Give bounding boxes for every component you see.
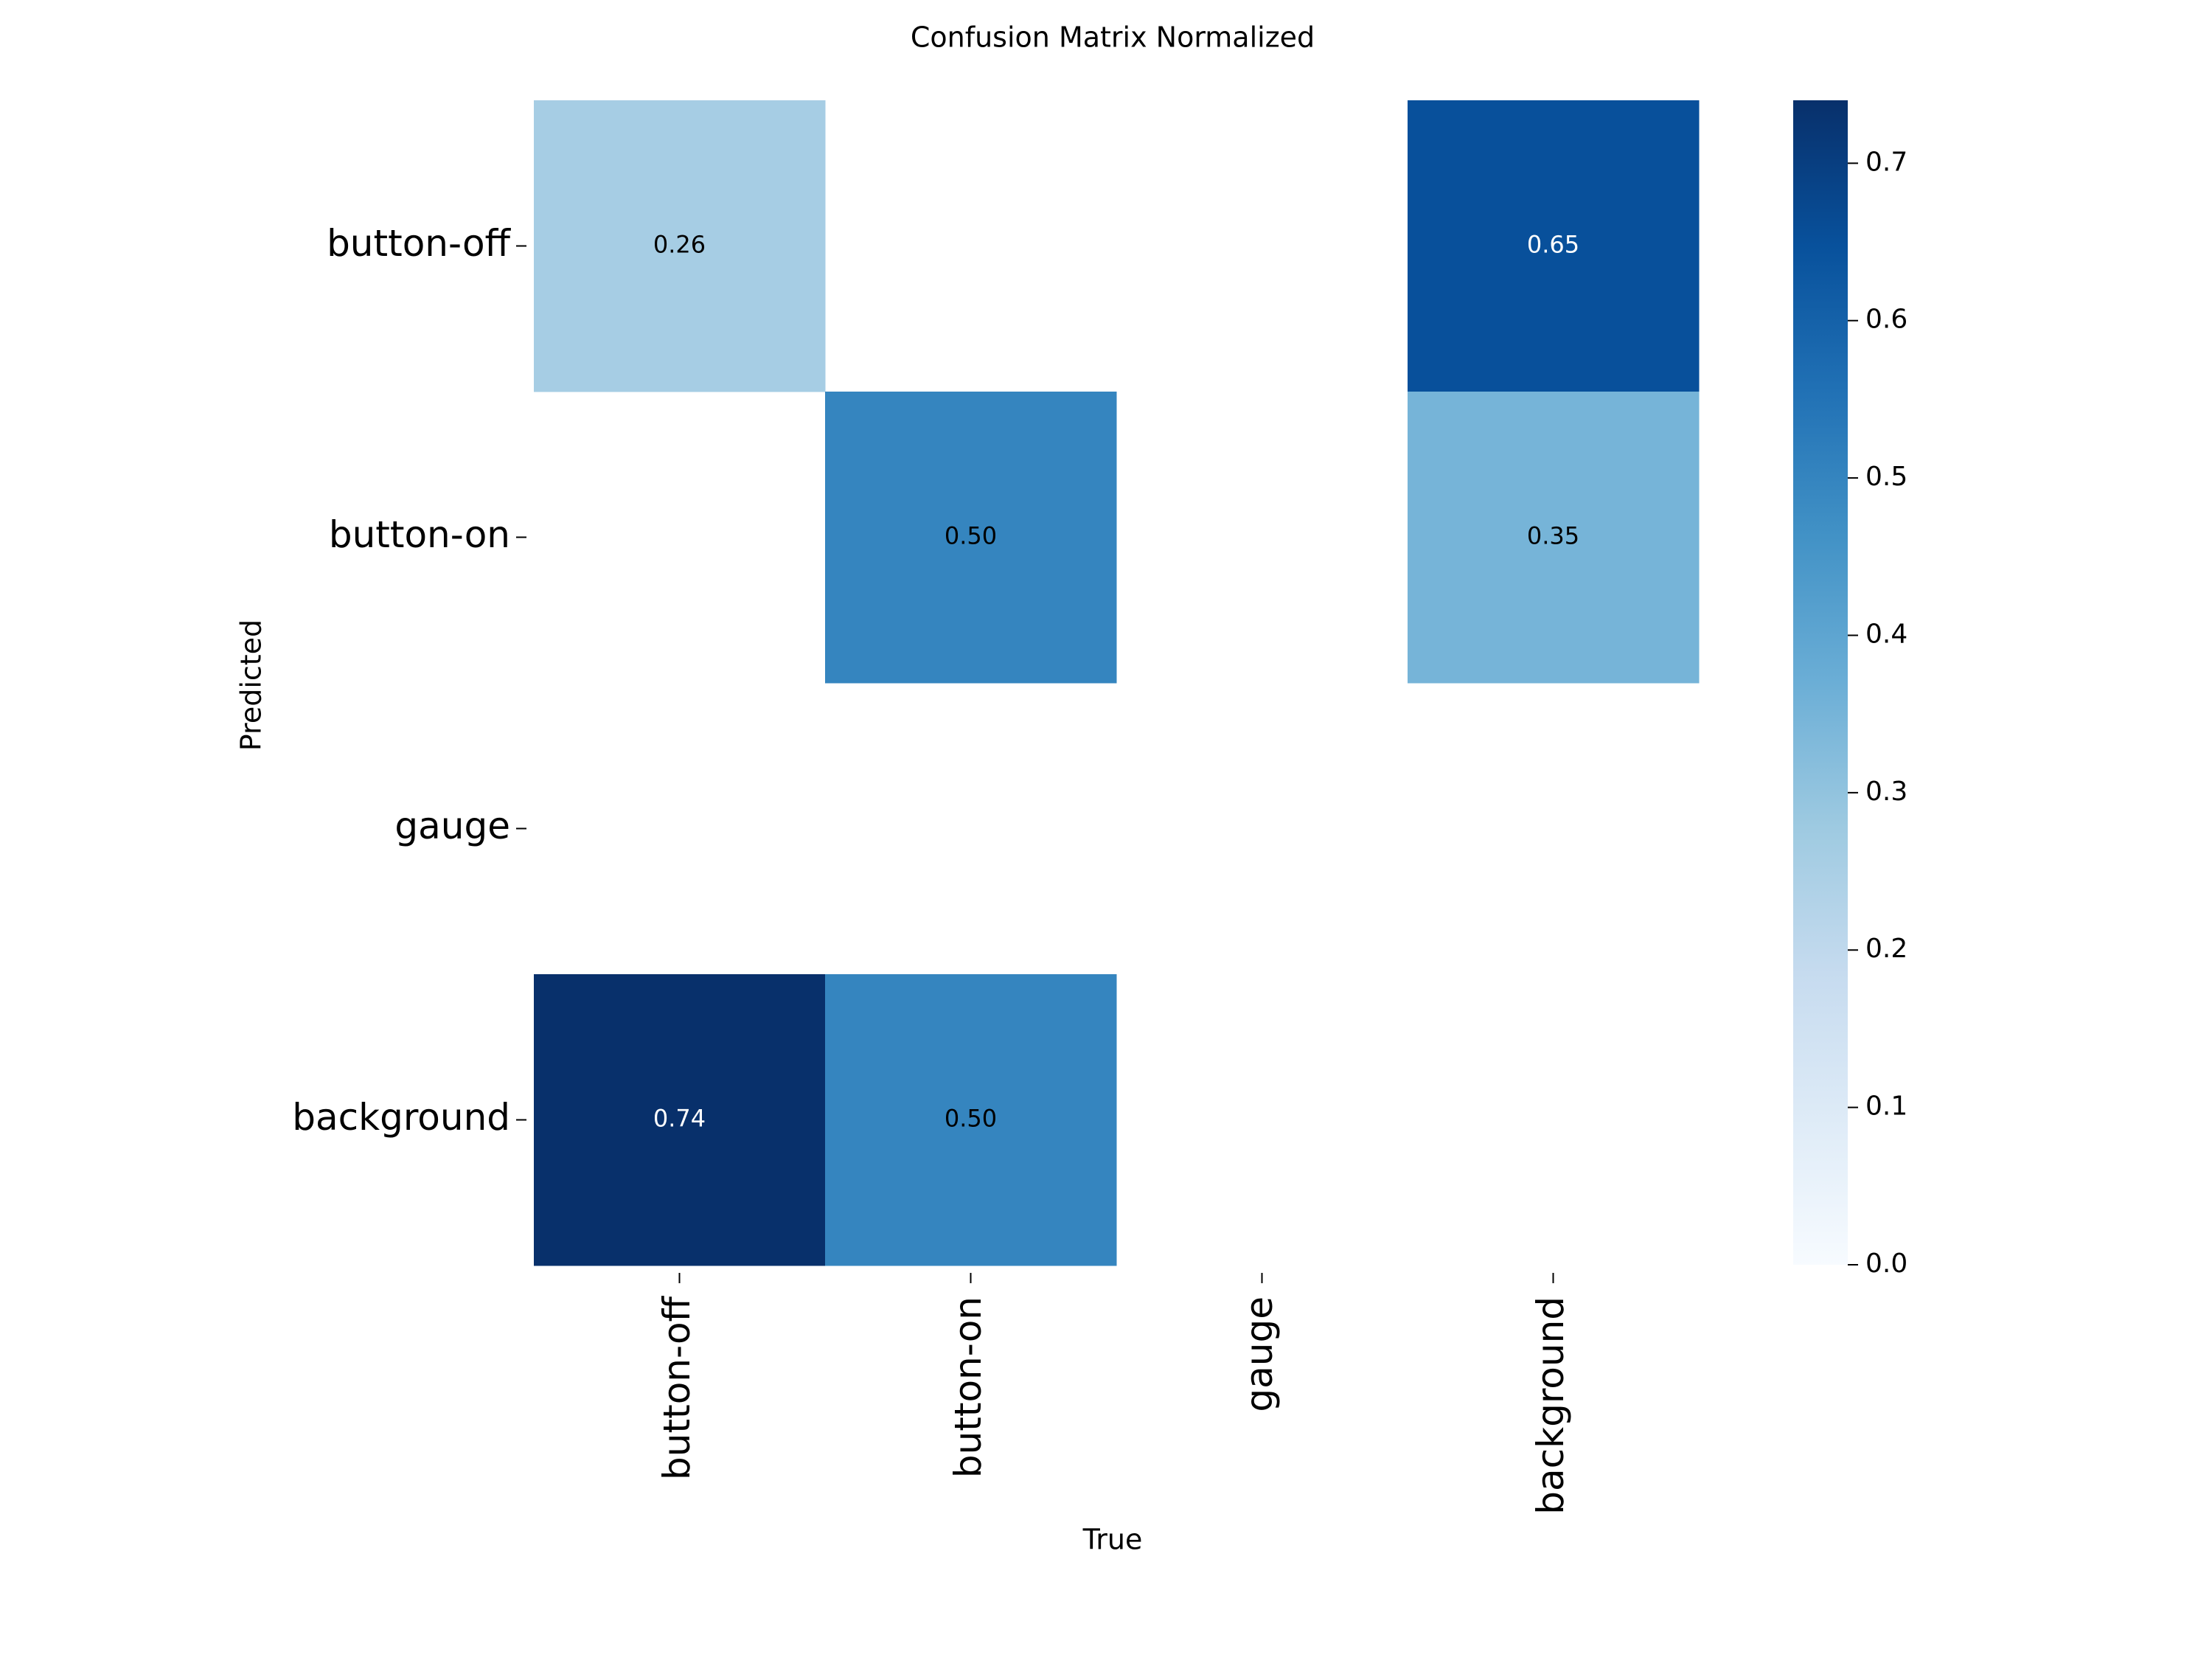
heatmap-cell-background-button-on <box>825 974 1117 1266</box>
colorbar-tick-label: 0.6 <box>1865 305 1907 335</box>
colorbar-tick-label: 0.1 <box>1865 1091 1907 1122</box>
colorbar: 0.0 0.1 0.2 0.3 0.4 0.5 0.6 0.7 <box>1793 100 1907 1279</box>
colorbar-tick-label: 0.7 <box>1865 147 1907 177</box>
heatmap-cells: 0.26 0.65 0.50 0.35 0.74 0.50 <box>534 100 1700 1266</box>
cell-value-label: 0.35 <box>1527 522 1579 550</box>
x-tick-label-button-on: button-on <box>947 1296 990 1478</box>
x-axis-label: True <box>1082 1524 1143 1556</box>
colorbar-tick-label: 0.2 <box>1865 934 1907 964</box>
colorbar-tick-label: 0.4 <box>1865 619 1907 649</box>
x-tick-label-background: background <box>1529 1296 1572 1515</box>
x-axis-ticks: button-off button-on gauge background <box>655 1273 1572 1515</box>
colorbar-tick-label: 0.0 <box>1865 1249 1907 1279</box>
heatmap-cell-button-off-background <box>1408 100 1700 392</box>
heatmap-cell-button-on-button-on <box>825 392 1117 684</box>
cell-value-label: 0.50 <box>945 522 997 550</box>
y-tick-label-background: background <box>292 1096 510 1139</box>
cell-value-label: 0.74 <box>653 1105 706 1133</box>
colorbar-tick-label: 0.5 <box>1865 462 1907 492</box>
colorbar-tick-label: 0.3 <box>1865 777 1907 807</box>
y-tick-label-gauge: gauge <box>394 805 510 847</box>
heatmap-cell-button-on-background <box>1408 392 1700 684</box>
cell-value-label: 0.26 <box>653 231 706 259</box>
x-tick-label-gauge: gauge <box>1238 1296 1281 1412</box>
x-tick-label-button-off: button-off <box>655 1295 698 1479</box>
colorbar-gradient <box>1793 100 1848 1265</box>
y-axis-label: Predicted <box>235 619 268 751</box>
cell-value-label: 0.65 <box>1527 231 1579 259</box>
y-tick-label-button-on: button-on <box>329 513 510 556</box>
y-tick-label-button-off: button-off <box>327 222 511 265</box>
heatmap-cell-button-off-button-off <box>534 100 826 392</box>
heatmap-cell-background-button-off <box>534 974 826 1266</box>
chart-title: Confusion Matrix Normalized <box>911 21 1315 54</box>
y-axis-ticks: button-off button-on gauge background <box>292 222 526 1139</box>
cell-value-label: 0.50 <box>945 1105 997 1133</box>
